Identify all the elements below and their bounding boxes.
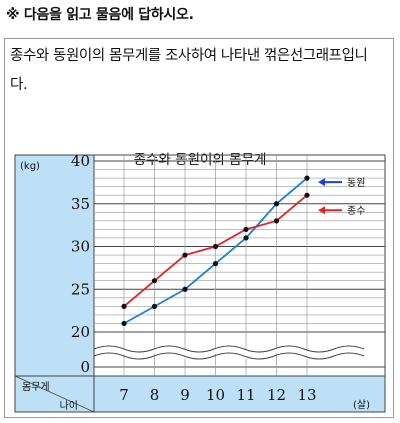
data-point: [121, 303, 127, 309]
x-axis-unit: (살): [353, 399, 370, 411]
header-bottom-label: 나이: [60, 400, 78, 412]
data-point: [243, 235, 249, 241]
chart-border: [14, 154, 386, 413]
data-point: [212, 261, 219, 267]
y-tick-label: 30: [71, 238, 90, 256]
chart-title: 종수와 동원이의 몸무게: [134, 152, 267, 168]
x-tick-label: 9: [180, 386, 190, 404]
data-point: [304, 175, 310, 181]
data-point: [243, 226, 249, 232]
y-axis-panel: [15, 155, 94, 376]
legend-arrow-head: [318, 178, 325, 187]
legend-label: 종수: [347, 205, 365, 217]
axis-break-band: [94, 346, 385, 359]
y-tick-label: 35: [71, 195, 90, 213]
x-tick-label: 8: [150, 386, 160, 404]
chart-grid: [93, 155, 385, 376]
data-point: [273, 201, 280, 207]
y-tick-label: 25: [71, 280, 90, 298]
data-point: [273, 218, 280, 224]
y-tick-label: 0: [80, 358, 90, 376]
question-text: 종수와 동원이의 몸무게를 조사하여 나타낸 꺾은선그래프입니다.: [10, 48, 368, 93]
legend-arrow-head: [318, 206, 325, 215]
x-tick-label: 10: [206, 386, 225, 404]
x-axis-table: [15, 376, 385, 412]
x-tick-label: 13: [297, 386, 316, 404]
y-axis-unit: (kg): [20, 161, 40, 172]
data-point: [151, 303, 158, 309]
data-point: [121, 320, 127, 327]
data-point: [212, 243, 219, 250]
instruction-text: ※ 다음을 읽고 물음에 답하시오.: [6, 7, 194, 23]
data-point: [182, 252, 188, 258]
x-tick-label: 11: [236, 386, 255, 404]
x-tick-label: 7: [119, 386, 129, 404]
data-point: [151, 278, 158, 284]
data-point: [182, 286, 188, 292]
axis-break-line-top: [93, 345, 365, 353]
axis-panel: [14, 154, 386, 413]
series-layer: [121, 175, 310, 327]
data-point: [304, 192, 310, 198]
header-top-label: 몸무게: [22, 381, 50, 393]
y-tick-label: 40: [71, 152, 90, 170]
y-tick-label: 20: [71, 323, 90, 341]
x-tick-label: 12: [267, 386, 286, 404]
header-diagonal: [14, 375, 95, 413]
legend-label: 동원: [347, 177, 365, 189]
axis-break-line-bottom: [93, 352, 365, 360]
